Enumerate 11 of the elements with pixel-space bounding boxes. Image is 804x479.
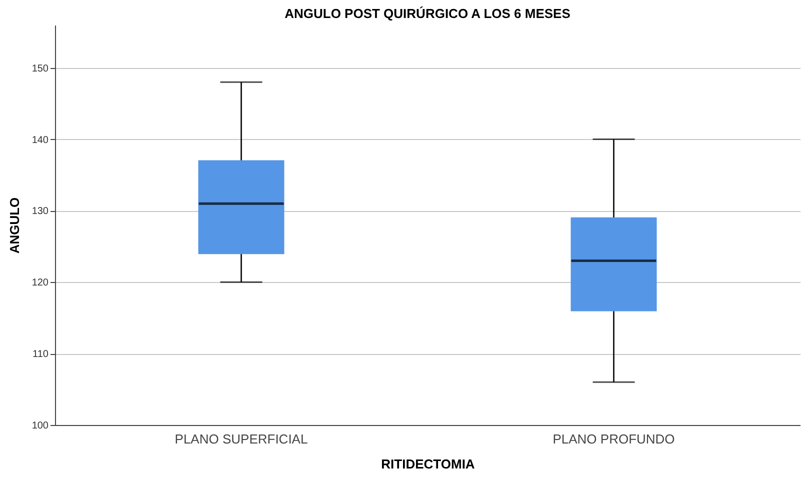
y-tick-label: 140 [32,134,49,146]
y-tick-label: 130 [32,206,49,218]
y-axis-title: ANGULO [6,197,22,254]
x-tick-label: PLANO PROFUNDO [552,432,675,446]
y-tick-label: 100 [32,420,49,432]
x-tick-label: PLANO SUPERFICIAL [174,432,308,446]
y-tick-label: 150 [32,63,49,74]
y-tick-label: 120 [32,278,49,289]
x-axis-title: RITIDECTOMIA [381,456,476,472]
chart-title: ANGULO POST QUIRÚRGICO A LOS 6 MESES [284,6,571,21]
y-tick-label: 110 [32,349,49,360]
